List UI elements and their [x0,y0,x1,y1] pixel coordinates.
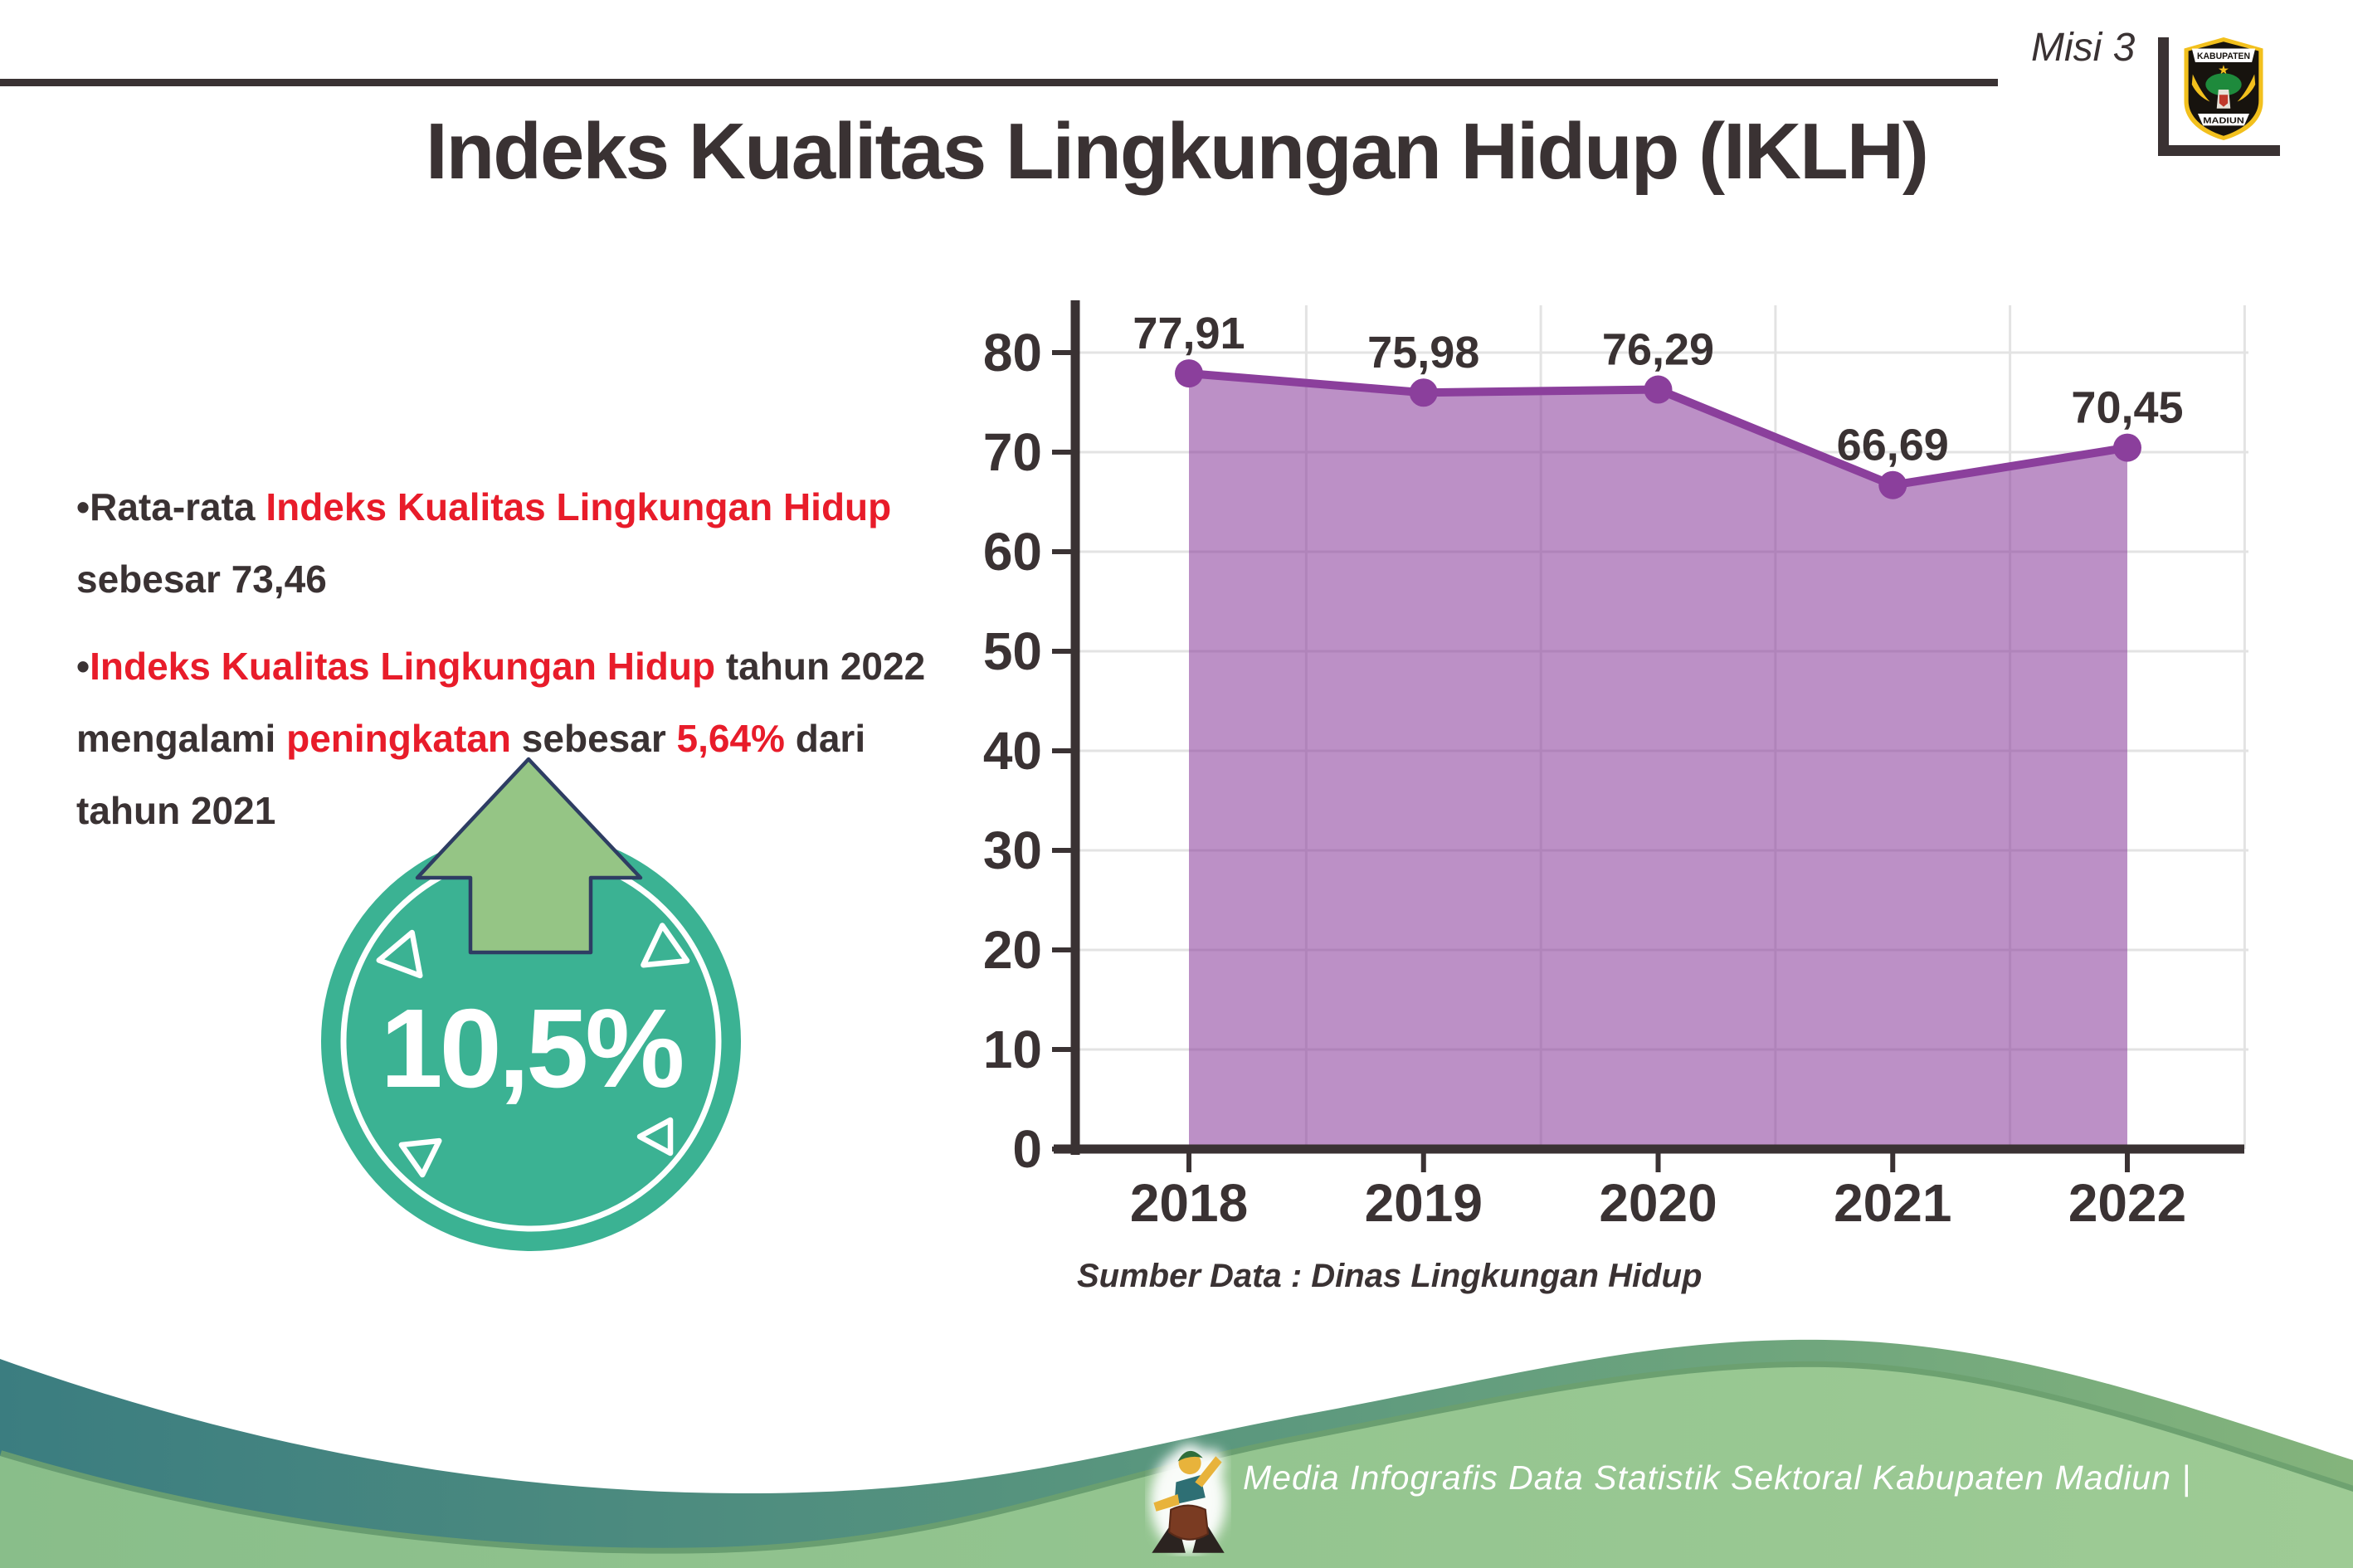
chart-marker [1175,359,1203,388]
chart-marker [1878,470,1907,499]
bullet-iklh-increase: •Indeks Kualitas Lingkungan Hidup tahun … [76,631,1006,847]
badge-circle [321,831,741,1251]
y-tick-label: 80 [983,323,1042,382]
logo-banner-top [2191,48,2256,62]
triangle-icon [398,1137,442,1178]
bullet1-highlight: Indeks Kualitas Lingkungan Hidup [266,485,892,528]
data-label: 77,91 [1133,309,1245,358]
bullet2-seg3: sebesar [511,717,677,760]
kabupaten-madiun-logo-icon: KABUPATEN ★ MADIUN [2184,37,2263,140]
footer-credit: Media Infografis Data Statistik Sektoral… [1243,1458,2192,1497]
badge-triangle-decorations [376,923,690,1178]
bullet1-prefix: Rata-rata [90,485,266,528]
triangle-icon [636,1117,674,1157]
triangle-icon [376,929,423,979]
logo-banner-bottom-text: MADIUN [2203,116,2244,125]
increase-badge: 10,5% [321,757,741,1251]
x-tick-label: 2022 [2068,1173,2186,1233]
arrow-up-icon [415,757,643,955]
chart-marker [2113,433,2141,462]
bullet1-line2: sebesar 73,46 [76,558,327,601]
footer-wave-front [0,1366,2353,1568]
bullet2-seg4: dari [784,717,866,760]
x-tick-label: 2018 [1130,1173,1248,1233]
bullet2-seg1: tahun 2022 [715,645,926,688]
y-tick-label: 10 [983,1020,1042,1079]
data-label: 66,69 [1837,421,1949,470]
logo-wing-right-icon [2237,74,2256,102]
logo-banner-bottom [2198,113,2249,126]
chart-source-note: Sumber Data : Dinas Lingkungan Hidup [1077,1258,1703,1294]
bullet2-seg2: mengalami [76,717,287,760]
x-tick-label: 2019 [1365,1173,1483,1233]
logo-tree-icon [2205,73,2242,96]
x-tick-label: 2020 [1599,1173,1717,1233]
mascot-arm-out [1153,1494,1180,1512]
y-tick-label: 70 [983,422,1042,482]
bullet-average-iklh: •Rata-rata Indeks Kualitas Lingkungan Hi… [76,471,1006,616]
y-tick-label: 40 [983,721,1042,781]
logo-bracket-horizontal [2158,145,2280,156]
data-label: 76,29 [1602,325,1714,375]
badge-value: 10,5% [381,986,683,1111]
misi-label: Misi 3 [2031,26,2136,70]
bullet-marker: • [76,645,90,688]
y-tick-label: 60 [983,522,1042,582]
y-tick-label: 0 [1012,1119,1042,1179]
bullet2-line3: tahun 2021 [76,789,276,832]
page-title: Indeks Kualitas Lingkungan Hidup (IKLH) [425,107,1929,196]
mascot-arm-raised [1195,1456,1222,1488]
x-tick-label: 2021 [1834,1173,1951,1233]
data-label: 75,98 [1367,328,1479,377]
y-tick-label: 50 [983,621,1042,681]
chart-marker [1644,375,1673,404]
chart-area [1189,373,2127,1149]
iklh-area-chart: 0 10 20 30 40 50 60 70 80 2018 2019 2020 2021 2022 77,… [983,300,2248,1233]
logo-banner-top-text: KABUPATEN [2197,51,2250,61]
bullet2-highlight2: peningkatan [286,717,512,760]
dancer-mascot-icon [1150,1444,1226,1553]
header-rule [0,79,1998,86]
logo-center-shield [2219,95,2229,107]
chart-marker [1409,378,1438,407]
bullet-marker: • [76,485,90,528]
mascot-cap [1177,1450,1203,1462]
logo-wing-left-icon [2191,74,2210,102]
triangle-icon [641,923,690,968]
bullet2-highlight3: 5,64% [676,717,785,760]
logo-bracket-vertical [2158,37,2169,156]
y-tick-label: 30 [983,821,1042,880]
data-label: 70,45 [2071,383,2183,433]
y-tick-label: 20 [983,920,1042,980]
bullet2-highlight1: Indeks Kualitas Lingkungan Hidup [90,645,716,688]
mascot-batik-hip [1168,1504,1210,1541]
